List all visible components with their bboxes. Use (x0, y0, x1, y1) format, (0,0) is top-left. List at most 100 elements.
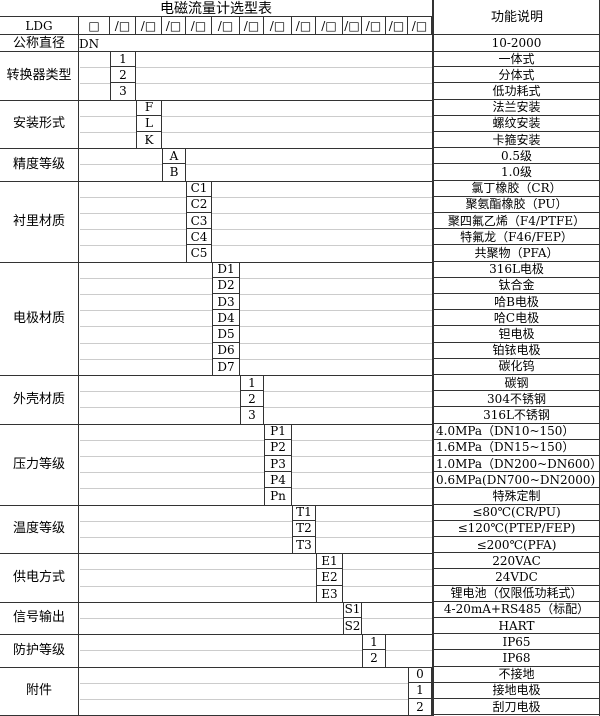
option-code: E3 (316, 585, 343, 602)
grid-line (343, 586, 432, 587)
grid-line (212, 229, 432, 230)
model-slot: /□ (136, 17, 162, 34)
option-desc: 哈B电极 (432, 294, 600, 311)
grid-line (80, 164, 162, 165)
option-desc: 钽电极 (432, 326, 600, 343)
grid-line (80, 569, 316, 570)
grid-line (240, 294, 432, 295)
grid-line (386, 650, 432, 651)
grid-line (432, 0, 434, 716)
model-first-slot: □ (79, 17, 110, 34)
option-desc: 0.5级 (432, 148, 600, 165)
grid-line (0, 16, 432, 17)
grid-line (136, 67, 432, 68)
option-code: B (162, 164, 186, 181)
grid-line (0, 553, 432, 554)
group-label: 附件 (0, 666, 79, 716)
grid-line (264, 391, 432, 392)
grid-line (186, 164, 432, 165)
grid-line (80, 245, 186, 246)
option-desc: 哈C电极 (432, 310, 600, 327)
nominal-desc: 10-2000 (432, 35, 600, 52)
option-code: S2 (343, 618, 362, 635)
model-slot: /□ (162, 17, 186, 34)
option-code: K (136, 132, 162, 149)
model-slot: /□ (186, 17, 212, 34)
model-slot: /□ (386, 17, 408, 34)
option-desc: 316L电极 (432, 261, 600, 278)
grid-line (0, 51, 432, 52)
option-code: 2 (362, 650, 386, 667)
grid-line (292, 440, 432, 441)
option-code: D7 (212, 358, 240, 375)
option-desc: 220VAC (432, 553, 600, 570)
grid-line (240, 343, 432, 344)
grid-line (80, 488, 264, 489)
grid-line (0, 634, 432, 635)
option-code: L (136, 115, 162, 132)
option-desc: 钛合金 (432, 277, 600, 294)
option-desc: 不接地 (432, 666, 600, 683)
grid-line (80, 472, 264, 473)
grid-line (80, 278, 212, 279)
group-label: 外壳材质 (0, 375, 79, 424)
grid-line (212, 213, 432, 214)
grid-line (0, 602, 432, 603)
grid-line (0, 424, 432, 425)
grid-line (80, 310, 212, 311)
model-slot: /□ (212, 17, 240, 34)
model-slot: /□ (343, 17, 362, 34)
option-code: 1 (240, 375, 264, 392)
grid-line (80, 213, 186, 214)
grid-line (80, 650, 362, 651)
grid-line (80, 326, 212, 327)
grid-line (80, 229, 186, 230)
grid-line (80, 456, 264, 457)
option-desc: 聚四氟乙烯（F4/PTFE） (432, 213, 600, 230)
option-desc: 螺纹安装 (432, 115, 600, 132)
option-desc: 低功耗式 (432, 83, 600, 100)
option-code: P2 (264, 439, 292, 456)
group-label: 防护等级 (0, 634, 79, 667)
grid-line (212, 245, 432, 246)
option-desc: 4.0MPa（DN10~150） (432, 423, 600, 440)
option-desc: 特殊定制 (432, 488, 600, 505)
grid-line (316, 537, 432, 538)
option-code: F (136, 99, 162, 116)
option-code: T3 (292, 537, 316, 554)
grid-line (0, 667, 432, 668)
grid-line (0, 375, 432, 376)
grid-line (240, 359, 432, 360)
option-code: P3 (264, 456, 292, 473)
option-code: C2 (186, 196, 212, 213)
option-code: 0 (408, 666, 432, 683)
option-code: D1 (212, 261, 240, 278)
table-title: 电磁流量计选型表 (160, 0, 272, 17)
option-code: C1 (186, 180, 212, 197)
option-desc: 一体式 (432, 51, 600, 68)
grid-line (80, 699, 408, 700)
model-slot: /□ (316, 17, 343, 34)
grid-line (80, 440, 264, 441)
option-desc: 铂铱电极 (432, 342, 600, 359)
model-slot: /□ (408, 17, 432, 34)
grid-line (212, 197, 432, 198)
option-code: E2 (316, 569, 343, 586)
grid-line (80, 407, 240, 408)
group-label: 衬里材质 (0, 180, 79, 262)
grid-line (80, 521, 292, 522)
option-desc: 316L不锈钢 (432, 407, 600, 424)
option-code: T2 (292, 520, 316, 537)
option-desc: ≤200℃(PFA) (432, 537, 600, 554)
option-code: D6 (212, 342, 240, 359)
grid-line (80, 132, 136, 133)
grid-line (0, 505, 432, 506)
group-label: 信号输出 (0, 601, 79, 635)
grid-line (136, 83, 432, 84)
grid-line (80, 67, 110, 68)
option-desc: 碳化钨 (432, 358, 600, 375)
option-code: C5 (186, 245, 212, 262)
grid-line (0, 34, 600, 35)
group-label: 精度等级 (0, 148, 79, 181)
grid-line (362, 618, 432, 619)
